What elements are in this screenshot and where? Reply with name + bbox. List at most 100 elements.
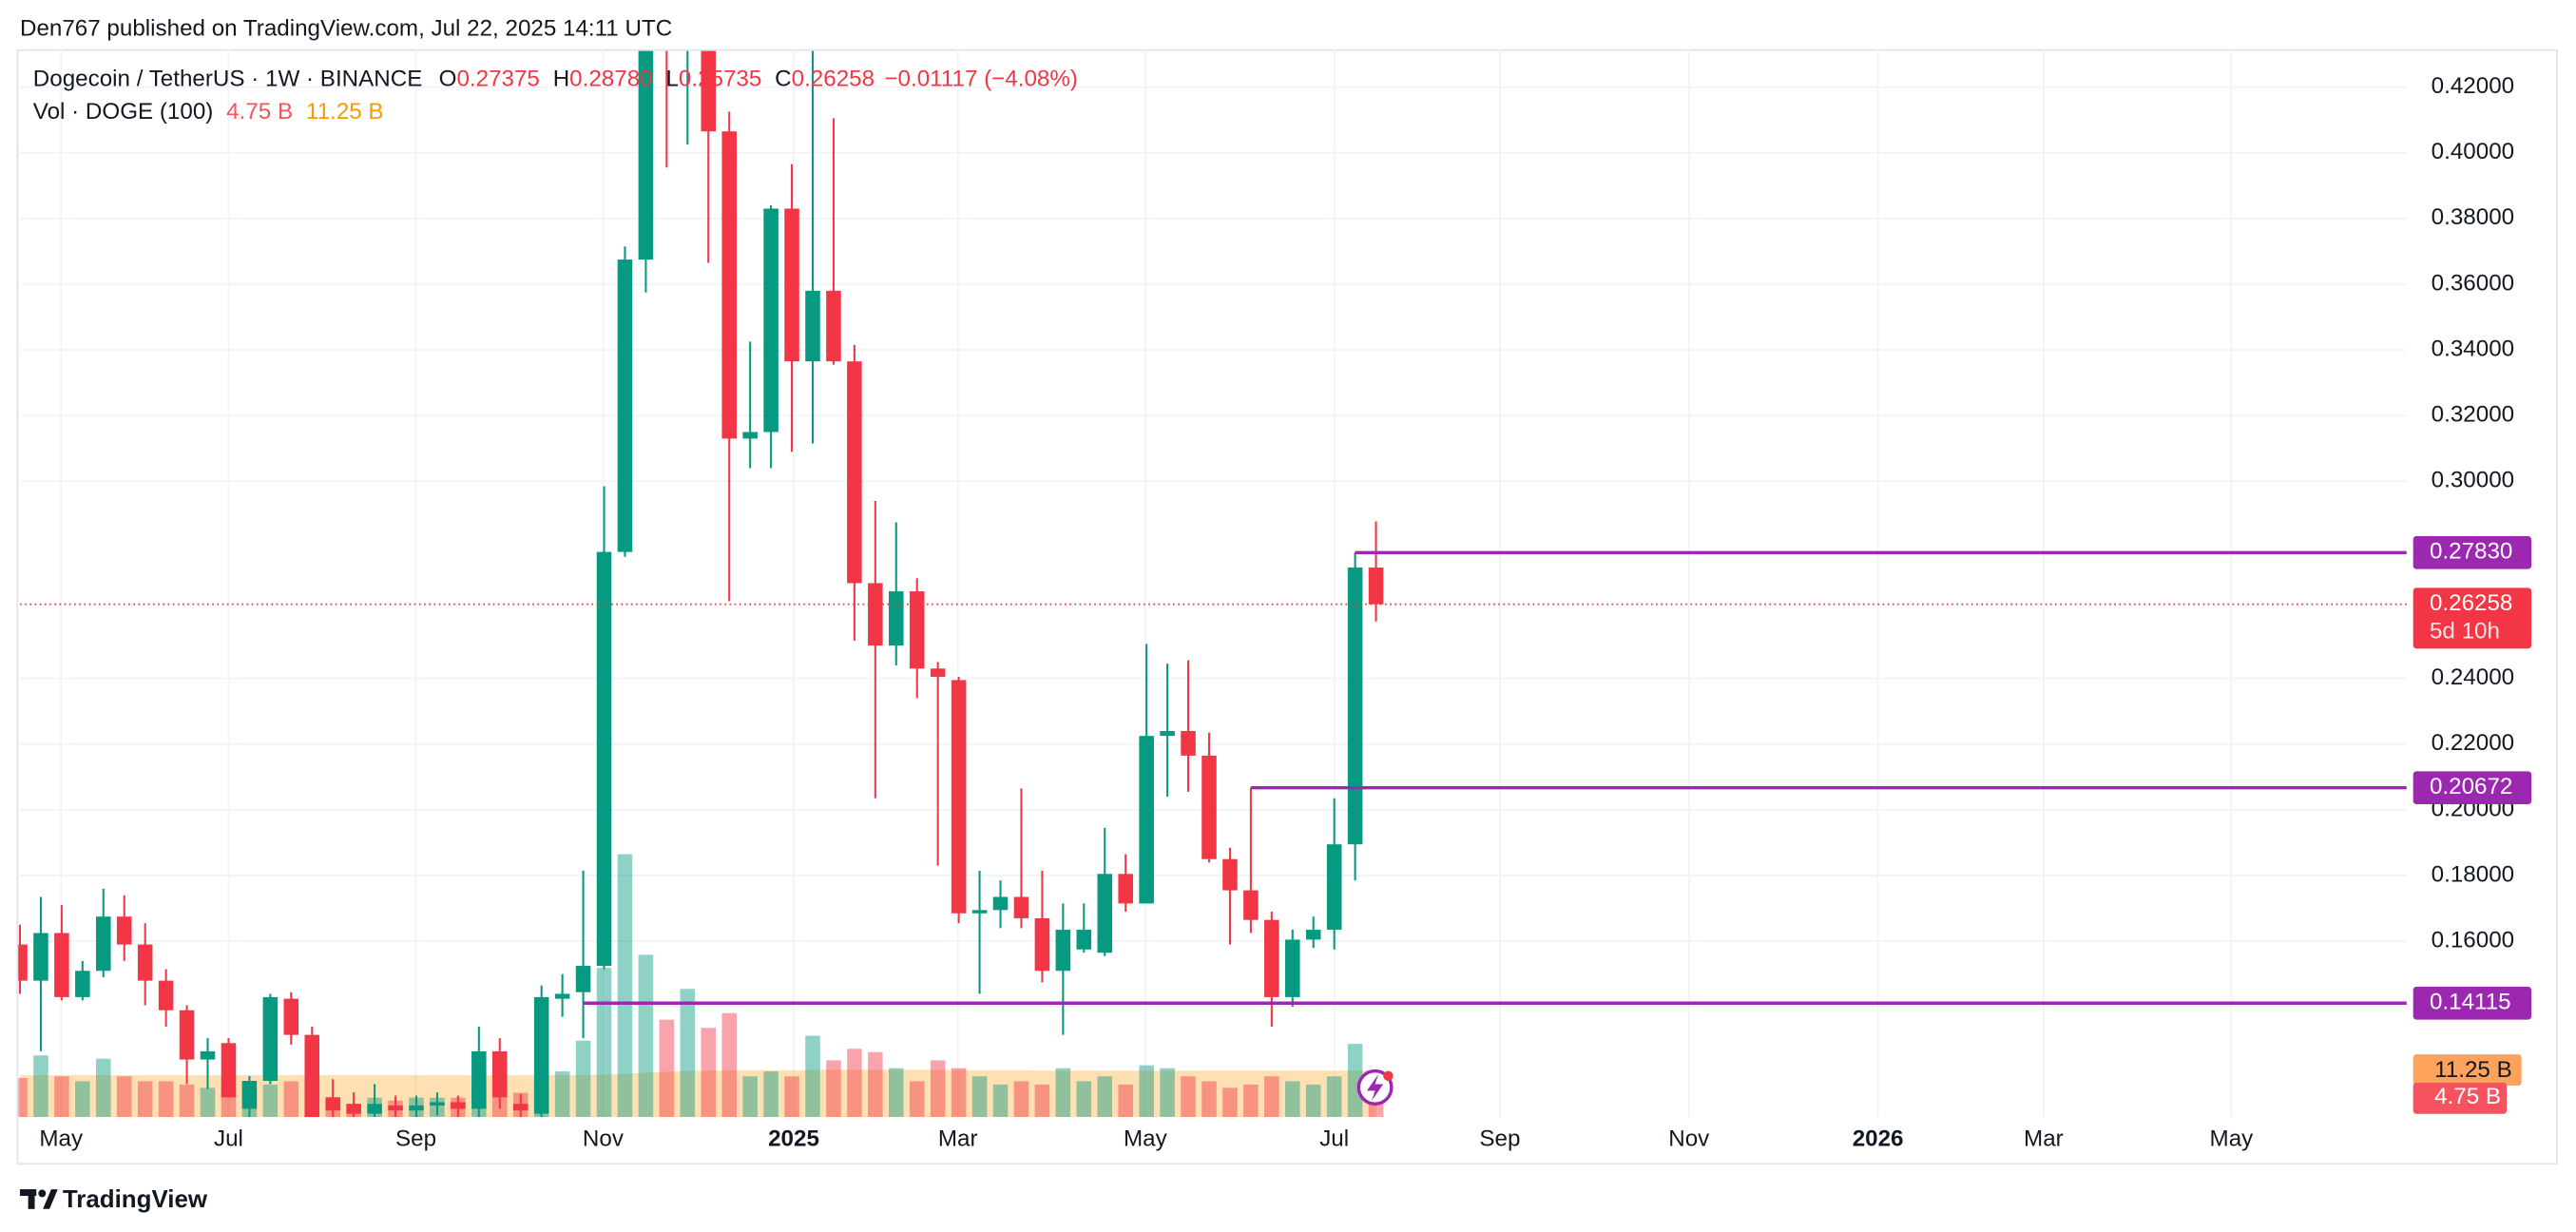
y-tick-label: 0.40000 <box>2432 139 2514 164</box>
volume-bar <box>200 1088 216 1118</box>
volume-bar <box>158 1081 174 1118</box>
candle-body <box>1013 896 1029 918</box>
legend-value: 0.26258 <box>792 67 875 92</box>
legend-volume-value: 4.75 B <box>226 100 293 125</box>
candle-body <box>75 971 90 997</box>
x-tick-label: Sep <box>395 1126 436 1152</box>
candle-body <box>1181 730 1196 756</box>
volume-bar <box>1201 1081 1217 1118</box>
y-tick-label: 0.38000 <box>2432 204 2514 230</box>
x-tick-label: Nov <box>583 1126 625 1152</box>
y-tick-label: 0.22000 <box>2432 730 2514 756</box>
candle-body <box>721 131 737 439</box>
volume-bar <box>1160 1068 1175 1118</box>
candle-body <box>1139 736 1154 904</box>
volume-bar <box>75 1081 90 1118</box>
candle-body <box>179 1010 195 1060</box>
candle-body <box>430 1102 445 1106</box>
candle-body <box>346 1104 361 1114</box>
volume-bar <box>1305 1084 1321 1118</box>
volume-bar <box>847 1049 862 1118</box>
volume-ma-tag-label: 11.25 B <box>2434 1057 2512 1083</box>
candle-body <box>304 1034 320 1118</box>
candle-body <box>1034 917 1050 972</box>
y-tick-label: 0.42000 <box>2432 73 2514 99</box>
volume-bar <box>554 1071 570 1118</box>
candle-body <box>388 1105 403 1111</box>
volume-bar <box>262 1084 279 1118</box>
candle-body <box>701 50 717 132</box>
volume-bar <box>701 1028 717 1118</box>
candle-body <box>512 1104 529 1111</box>
candle-body <box>1368 568 1384 605</box>
price-tag-label: 0.26258 <box>2430 590 2512 616</box>
ray-tag <box>2413 771 2532 804</box>
volume-bar <box>179 1084 195 1118</box>
legend-key: C <box>775 67 791 92</box>
volume-bar <box>1285 1081 1300 1118</box>
volume-bar <box>116 1076 132 1118</box>
publish-note: Den767 published on TradingView.com, Jul… <box>20 15 672 41</box>
x-tick-label: Mar <box>938 1126 978 1152</box>
volume-bar <box>1139 1065 1154 1118</box>
x-tick-label: May <box>39 1126 84 1152</box>
candle-body <box>1285 939 1300 997</box>
y-tick-label: 0.34000 <box>2432 336 2514 361</box>
legend-value: 0.25735 <box>679 67 761 92</box>
volume-bar <box>680 989 696 1118</box>
candles <box>18 50 1384 1118</box>
volume-bar <box>1181 1076 1196 1118</box>
x-tick-label: Jul <box>214 1126 243 1152</box>
logo-stem <box>28 1189 35 1209</box>
volume-bar <box>638 954 654 1118</box>
candle-body <box>971 910 988 914</box>
footer-logo: TradingView <box>19 1186 208 1213</box>
ray-tag-label: 0.27830 <box>2430 539 2512 565</box>
volume-bar <box>888 1068 904 1118</box>
volume-bar <box>1326 1076 1342 1118</box>
candle-body <box>33 933 48 981</box>
x-tick-label: May <box>1124 1126 1168 1152</box>
volume-bar <box>95 1058 111 1118</box>
candle-body <box>1222 858 1238 891</box>
candle-body <box>1055 930 1071 972</box>
volume-bar <box>18 1078 28 1118</box>
volume-bar <box>137 1081 153 1118</box>
candle-body <box>554 993 570 999</box>
candle-body <box>283 998 299 1035</box>
volume-bar <box>742 1076 758 1118</box>
volume-bar <box>930 1060 946 1118</box>
candle-body <box>1076 930 1092 950</box>
icon-button[interactable] <box>1356 1068 1394 1106</box>
logo-dot <box>38 1189 47 1198</box>
candle-body <box>54 933 69 997</box>
volume-bar <box>33 1055 48 1118</box>
candle-body <box>763 208 779 433</box>
y-tick-label: 0.30000 <box>2432 468 2514 493</box>
volume-bar <box>971 1076 988 1118</box>
legend-key: L <box>665 67 678 92</box>
legend-volume-ma: 11.25 B <box>306 100 384 125</box>
legend: Dogecoin / TetherUS · 1W · BINANCE O0.273… <box>33 67 1078 125</box>
y-tick-label: 0.32000 <box>2432 402 2514 428</box>
candle-body <box>325 1097 340 1111</box>
volume-bar <box>909 1081 925 1118</box>
volume-name: Vol · DOGE (100) <box>33 100 214 125</box>
y-tick-label: 0.24000 <box>2432 664 2514 690</box>
volume-tag-label: 4.75 B <box>2434 1084 2501 1109</box>
volume-ma-tag <box>2413 1054 2522 1086</box>
icon-dot <box>1383 1070 1394 1082</box>
volume-bar <box>805 1035 820 1118</box>
candle-body <box>1347 568 1363 845</box>
x-tick-label: Nov <box>1668 1126 1710 1152</box>
x-tick-label: May <box>2210 1126 2255 1152</box>
volume-bar <box>659 1019 675 1118</box>
x-tick-label: 2025 <box>768 1126 819 1152</box>
candle-body <box>888 591 904 646</box>
legend-value: 0.27375 <box>456 67 539 92</box>
candle-body <box>262 996 279 1082</box>
